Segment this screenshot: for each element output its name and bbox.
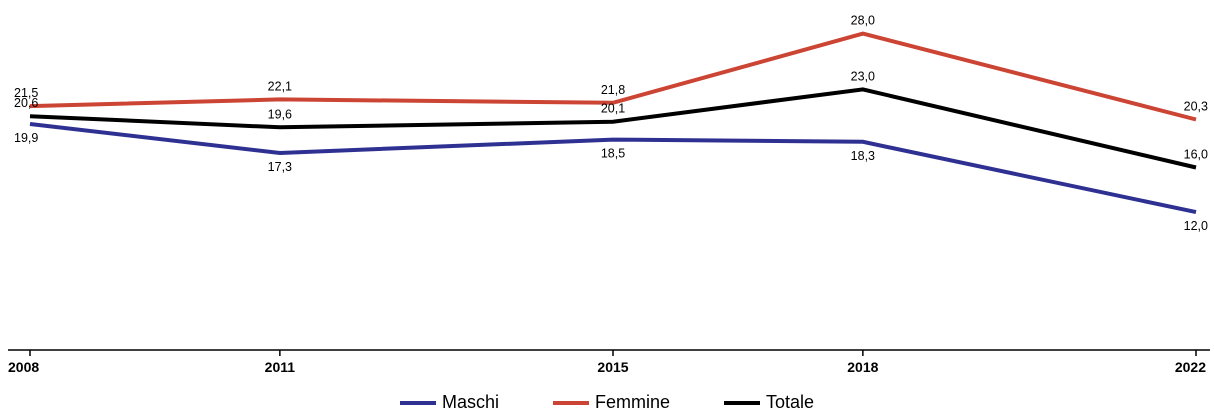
data-label-femmine: 20,3 [1184, 100, 1208, 114]
legend-swatch [723, 400, 760, 405]
legend-swatch [552, 400, 589, 405]
legend-label: Totale [765, 392, 815, 412]
series-line-totale [29, 87, 1197, 170]
data-label-totale: 19,6 [268, 107, 292, 121]
data-label-totale: 16,0 [1184, 147, 1208, 161]
x-tick-label: 2015 [597, 359, 628, 375]
data-labels: 19,9 17,3 18,5 18,3 12,0 21,5 22,1 21,8 28,0 20,3… [14, 14, 1208, 234]
legend-label: Femmine [594, 392, 670, 412]
data-label-totale: 20,1 [601, 102, 625, 116]
legend-item-femmine: Femmine [552, 392, 670, 413]
data-label-femmine: 21,5 [14, 86, 38, 100]
x-tick-label: 2018 [847, 359, 878, 375]
x-tick-label: 2022 [1175, 359, 1206, 375]
data-label-maschi: 12,0 [1184, 219, 1208, 233]
legend-item-maschi: Maschi [399, 392, 499, 413]
data-label-femmine: 22,1 [268, 79, 292, 93]
x-tick-label: 2008 [8, 359, 39, 375]
data-label-maschi: 17,3 [268, 160, 292, 174]
legend-label: Maschi [441, 392, 499, 412]
data-label-femmine: 21,8 [601, 83, 625, 97]
data-label-maschi: 18,3 [851, 149, 875, 163]
data-label-maschi: 19,9 [14, 131, 38, 145]
x-axis: 2008 2011 2015 2018 2022 [8, 349, 1210, 375]
legend-swatch [399, 400, 436, 405]
series-line-femmine [29, 31, 1197, 122]
legend: Maschi Femmine Totale [0, 392, 1214, 413]
data-label-femmine: 28,0 [851, 14, 875, 28]
legend-item-totale: Totale [723, 392, 815, 413]
series-layer [29, 31, 1197, 215]
data-label-maschi: 18,5 [601, 147, 625, 161]
data-label-totale: 23,0 [851, 69, 875, 83]
series-line-maschi [29, 122, 1197, 215]
data-label-totale: 20,6 [14, 96, 38, 110]
x-tick-label: 2011 [265, 359, 296, 375]
